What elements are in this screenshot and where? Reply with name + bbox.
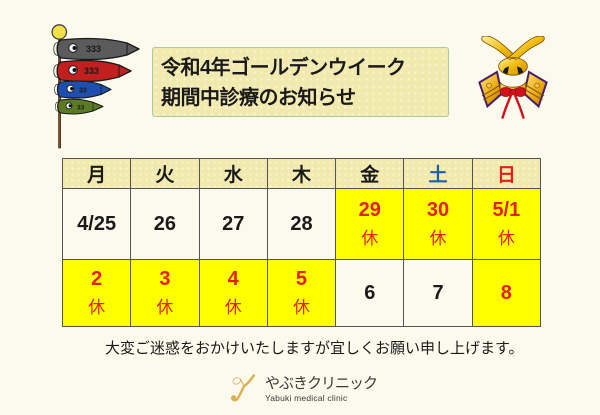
svg-text:33: 33 bbox=[79, 88, 87, 95]
svg-text:33: 33 bbox=[77, 105, 85, 112]
svg-text:333: 333 bbox=[84, 66, 99, 76]
svg-text:333: 333 bbox=[86, 44, 101, 54]
